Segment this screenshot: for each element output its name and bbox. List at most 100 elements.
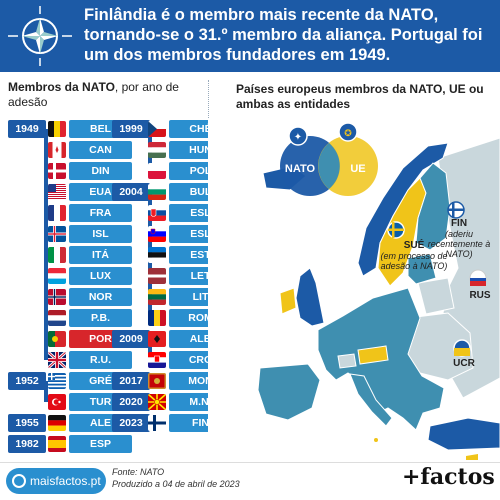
- ukraine-label: UCR: [448, 358, 480, 369]
- latvia-flag-icon: [148, 268, 166, 284]
- map-uk: [295, 267, 325, 327]
- map-italy: [349, 373, 393, 427]
- venn-nato-badge-icon: ✦: [294, 132, 302, 143]
- ukraine-name: UCR: [453, 358, 475, 369]
- usa-flag-icon: [48, 184, 66, 200]
- slovakia-flag-icon: [148, 205, 166, 221]
- finland-note: (aderiu recentemente à NATO): [427, 229, 491, 259]
- norway-flag-icon: [48, 289, 66, 305]
- year-connector-line: [44, 129, 48, 360]
- slovenia-flag-icon: [148, 226, 166, 242]
- year-tag: 1952: [8, 372, 46, 390]
- member-row-france: FRA: [48, 204, 132, 222]
- member-row-iceland: ISL: [48, 225, 132, 243]
- member-code: P.B.: [69, 309, 132, 327]
- year-connector-line: [148, 339, 152, 360]
- venn-eu-badge-icon: ✪: [344, 129, 352, 139]
- nato-compass-star-icon: [8, 6, 72, 66]
- right-panel-heading: Países europeus membros da NATO, UE ou a…: [236, 82, 484, 111]
- map-ireland: [279, 287, 297, 315]
- member-code: LUX: [69, 267, 132, 285]
- brand-logo: +factos: [402, 464, 495, 490]
- member-row-canada: CAN: [48, 141, 132, 159]
- uk-flag-icon: [48, 352, 66, 368]
- spain-flag-icon: [48, 436, 66, 452]
- header-banner: Finlândia é o membro mais recente da NAT…: [0, 0, 500, 72]
- map-finland: [415, 162, 451, 251]
- belgium-flag-icon: [48, 121, 66, 137]
- year-tag: 2004: [112, 183, 150, 201]
- luxembourg-flag-icon: [48, 268, 66, 284]
- left-heading-bold: Membros da NATO: [8, 80, 115, 94]
- germany-flag-icon: [48, 415, 66, 431]
- romania-flag-icon: [148, 310, 166, 326]
- footer-divider: [0, 462, 500, 463]
- venn-nato-badge: [288, 126, 308, 146]
- source-note: Fonte: NATO Produzido a 04 de abril de 2…: [112, 466, 240, 490]
- member-row-uk: R.U.: [48, 351, 132, 369]
- map-austria: [357, 345, 389, 365]
- russia-name: RUS: [469, 290, 491, 301]
- portugal-flag-icon: [48, 331, 66, 347]
- czechia-flag-icon: [148, 121, 166, 137]
- france-flag-icon: [48, 205, 66, 221]
- europe-map: ✦ ✪ NATO UE: [208, 118, 500, 460]
- netherlands-flag-icon: [48, 310, 66, 326]
- map-cyprus: [466, 454, 478, 460]
- map-switzerland: [337, 353, 357, 369]
- map-turkey: [427, 417, 500, 451]
- map-baltics: [407, 253, 437, 285]
- site-link[interactable]: maisfactos.pt: [6, 468, 106, 494]
- venn-eu-label: UE: [350, 163, 365, 175]
- croatia-flag-icon: [148, 352, 166, 368]
- member-code: ESP: [69, 435, 132, 453]
- year-tag: 2023: [112, 414, 150, 432]
- sweden-label: SUÉ (em processo de adesão à NATO): [378, 240, 450, 272]
- member-row-norway: NOR: [48, 288, 132, 306]
- greece-flag-icon: [48, 373, 66, 389]
- member-code: CAN: [69, 141, 132, 159]
- year-tag: 2009: [112, 330, 150, 348]
- source-text: Fonte: NATO: [112, 467, 165, 477]
- member-code: NOR: [69, 288, 132, 306]
- map-iberia: [257, 363, 321, 421]
- italy-flag-icon: [48, 247, 66, 263]
- venn-overlap: [318, 143, 340, 189]
- iceland-flag-icon: [48, 226, 66, 242]
- site-link-text: maisfactos.pt: [30, 474, 101, 488]
- sweden-note: (em processo de adesão à NATO): [380, 251, 448, 271]
- map-belarus: [417, 277, 455, 315]
- denmark-flag-icon: [48, 163, 66, 179]
- member-code: DIN: [69, 162, 132, 180]
- member-row-spain: ESP: [48, 435, 132, 453]
- north-macedonia-flag-icon: [148, 394, 166, 410]
- finland-label: FIN (aderiu recentemente à NATO): [426, 218, 492, 260]
- member-row-luxembourg: LUX: [48, 267, 132, 285]
- year-tag: 1955: [8, 414, 46, 432]
- production-date: Produzido a 04 de abril de 2023: [112, 479, 240, 489]
- member-row-denmark: DIN: [48, 162, 132, 180]
- venn-nato-label: NATO: [285, 163, 316, 175]
- left-heading-rest: , por ano de adesão: [8, 80, 179, 109]
- year-tag: 1949: [8, 120, 46, 138]
- russia-label: RUS: [464, 290, 496, 301]
- headline: Finlândia é o membro mais recente da NAT…: [84, 6, 483, 64]
- albania-flag-icon: [148, 331, 166, 347]
- year-tag: 2017: [112, 372, 150, 390]
- member-row-italy: ITÁ: [48, 246, 132, 264]
- year-tag: 2020: [112, 393, 150, 411]
- bulgaria-flag-icon: [148, 184, 166, 200]
- member-code: R.U.: [69, 351, 132, 369]
- year-tag: 1999: [112, 120, 150, 138]
- finland-name: FIN: [450, 218, 468, 229]
- canada-flag-icon: [48, 142, 66, 158]
- lithuania-flag-icon: [148, 289, 166, 305]
- left-panel-heading: Membros da NATO, por ano de adesão: [8, 80, 198, 110]
- montenegro-flag-icon: [148, 373, 166, 389]
- finland-flag-icon: [148, 415, 166, 431]
- sweden-name: SUÉ: [403, 240, 425, 251]
- member-code: ITÁ: [69, 246, 132, 264]
- poland-flag-icon: [148, 163, 166, 179]
- year-connector-line: [44, 381, 48, 402]
- map-malta: [374, 438, 378, 442]
